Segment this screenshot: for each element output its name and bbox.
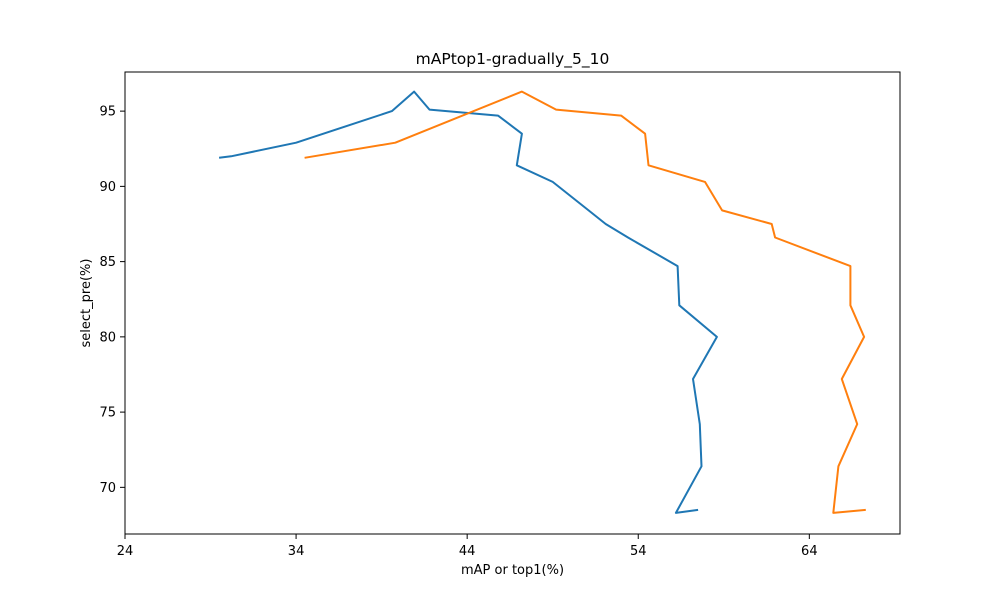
x-tick-label: 34 <box>288 544 305 559</box>
y-tick-label: 95 <box>99 105 116 120</box>
chart-title: mAPtop1-gradually_5_10 <box>416 50 610 69</box>
x-axis-title: mAP or top1(%) <box>461 563 564 578</box>
y-tick-label: 80 <box>99 330 116 345</box>
y-tick-label: 90 <box>99 180 116 195</box>
series-line-2 <box>304 90 866 514</box>
x-tick-label: 24 <box>117 544 134 559</box>
x-tick-label: 64 <box>801 544 818 559</box>
y-tick-label: 70 <box>99 481 116 496</box>
y-tick-label: 75 <box>99 406 116 421</box>
series-line-1 <box>218 90 718 514</box>
x-tick-label: 54 <box>630 544 647 559</box>
plot-area-frame <box>124 71 901 535</box>
tick-layer: 24 34 44 54 64 70 75 80 85 90 95 <box>99 105 817 559</box>
series-layer <box>218 90 866 514</box>
y-axis-title: select_pre(%) <box>79 259 94 348</box>
y-tick-label: 85 <box>99 255 116 270</box>
x-tick-label: 44 <box>459 544 476 559</box>
